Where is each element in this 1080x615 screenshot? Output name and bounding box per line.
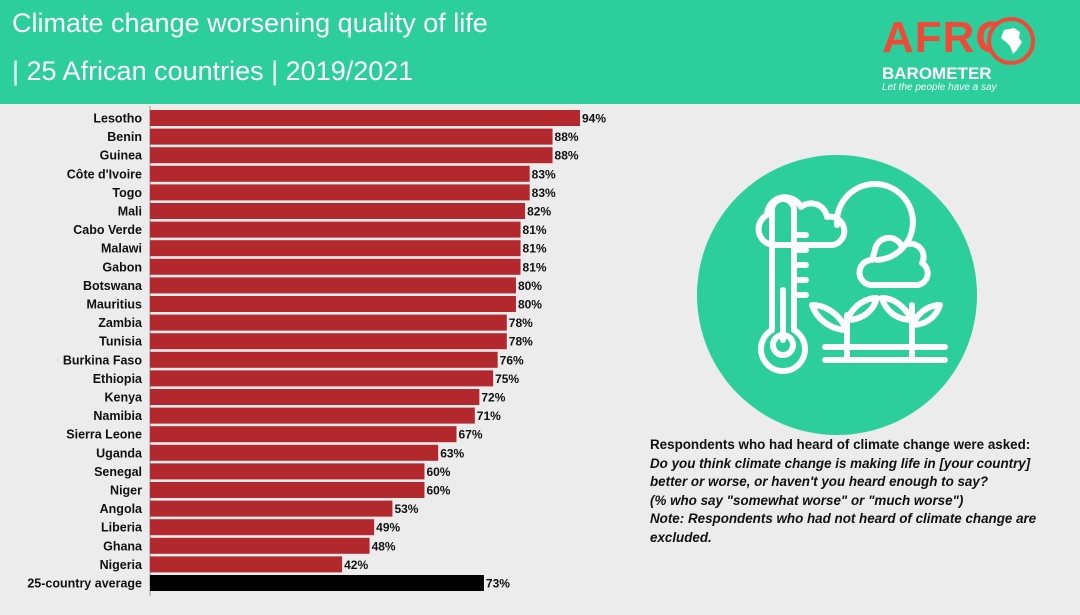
data-label: 78% <box>509 316 533 330</box>
data-label: 76% <box>500 353 524 367</box>
data-label: 81% <box>523 223 547 237</box>
category-label: Zambia <box>98 316 143 330</box>
chart-title-line-2: | 25 African countries | 2019/2021 <box>12 56 414 86</box>
country-bar <box>150 463 425 480</box>
category-label: Burkina Faso <box>63 353 143 367</box>
country-bar <box>150 165 530 182</box>
category-label: Gabon <box>102 260 142 274</box>
data-label: 81% <box>523 260 547 274</box>
data-label: 72% <box>481 391 505 405</box>
bar-chart: Lesotho 94% Benin 88% Guinea 88% Côte d'Ivoire… <box>27 106 606 596</box>
note-label: Note: <box>650 511 685 527</box>
chart-title-line-1: Climate change worsening quality of life <box>12 8 488 38</box>
country-bar <box>150 128 553 145</box>
data-label: 83% <box>532 186 556 200</box>
category-label: Mali <box>118 205 142 219</box>
data-label: 63% <box>440 446 464 460</box>
africa-map-icon <box>987 17 1035 65</box>
country-bar <box>150 333 507 350</box>
country-bar <box>150 500 393 517</box>
category-label: Sierra Leone <box>66 428 142 442</box>
country-bar <box>150 277 516 294</box>
category-label: Uganda <box>96 446 143 460</box>
country-bar <box>150 314 507 331</box>
country-bar <box>150 556 343 573</box>
category-label: Tunisia <box>99 335 143 349</box>
climate-thermometer-icon <box>697 155 977 435</box>
category-label: Benin <box>107 130 142 144</box>
category-label: Togo <box>112 186 142 200</box>
country-bar <box>150 258 521 275</box>
note-text: Respondents who had not heard of climate… <box>650 511 1037 545</box>
survey-question-note: Respondents who had heard of climate cha… <box>650 436 1070 548</box>
data-label: 88% <box>555 149 579 163</box>
country-bar <box>150 351 498 368</box>
category-label: Kenya <box>104 391 143 405</box>
data-label: 80% <box>518 279 542 293</box>
country-bar <box>150 389 480 405</box>
data-label: 81% <box>523 242 547 256</box>
country-bar <box>150 184 530 201</box>
category-label: Botswana <box>83 279 143 293</box>
category-label: Lesotho <box>93 112 142 126</box>
note-line-1: Respondents who had heard of climate cha… <box>650 437 1031 452</box>
data-label: 80% <box>518 298 542 312</box>
note-line-2: Do you think climate change is making li… <box>650 455 1031 490</box>
country-bar <box>150 537 370 554</box>
category-label: Malawi <box>101 242 142 256</box>
country-bar <box>150 110 580 126</box>
category-label: Angola <box>100 502 143 516</box>
category-label: Mauritius <box>86 298 142 312</box>
average-bar <box>150 575 484 591</box>
data-label: 71% <box>477 409 501 423</box>
afrobarometer-logo: AFRO BAROMETER Let the people have a say <box>880 14 1050 100</box>
country-bar <box>150 240 521 257</box>
data-label: 73% <box>486 577 510 591</box>
category-label: Nigeria <box>100 558 143 572</box>
data-label: 48% <box>372 539 396 553</box>
note-line-3: (% who say "somewhat worse" or "much wor… <box>650 492 964 508</box>
header-banner: Climate change worsening quality of life… <box>0 0 1080 104</box>
data-label: 67% <box>458 428 482 442</box>
data-label: 53% <box>394 502 418 516</box>
data-label: 83% <box>532 167 556 181</box>
country-bar <box>150 147 553 164</box>
category-label: Côte d'Ivoire <box>67 167 142 181</box>
data-label: 49% <box>376 521 400 535</box>
country-bar <box>150 519 375 536</box>
country-bar <box>150 426 457 443</box>
data-label: 88% <box>555 130 579 144</box>
country-bar <box>150 203 526 219</box>
data-label: 78% <box>509 335 533 349</box>
country-bar <box>150 296 516 312</box>
data-label: 60% <box>426 465 450 479</box>
data-label: 94% <box>582 112 606 126</box>
country-bar <box>150 482 425 498</box>
country-bar <box>150 444 439 461</box>
data-label: 42% <box>344 558 368 572</box>
category-label: Cabo Verde <box>73 223 142 237</box>
category-label: Ethiopia <box>93 372 143 386</box>
logo-tagline: Let the people have a say <box>882 82 997 93</box>
country-bar <box>150 221 521 238</box>
category-label: 25-country average <box>27 577 142 591</box>
category-label: Namibia <box>93 409 143 423</box>
category-label: Liberia <box>101 521 143 535</box>
category-label: Senegal <box>94 465 142 479</box>
data-label: 75% <box>495 372 519 386</box>
category-label: Ghana <box>103 539 143 553</box>
category-label: Guinea <box>100 149 143 163</box>
data-label: 60% <box>426 484 450 498</box>
data-label: 82% <box>527 205 551 219</box>
category-label: Niger <box>110 484 142 498</box>
country-bar <box>150 370 494 387</box>
country-bar <box>150 407 475 424</box>
logo-barometer-text: BAROMETER <box>882 64 992 83</box>
